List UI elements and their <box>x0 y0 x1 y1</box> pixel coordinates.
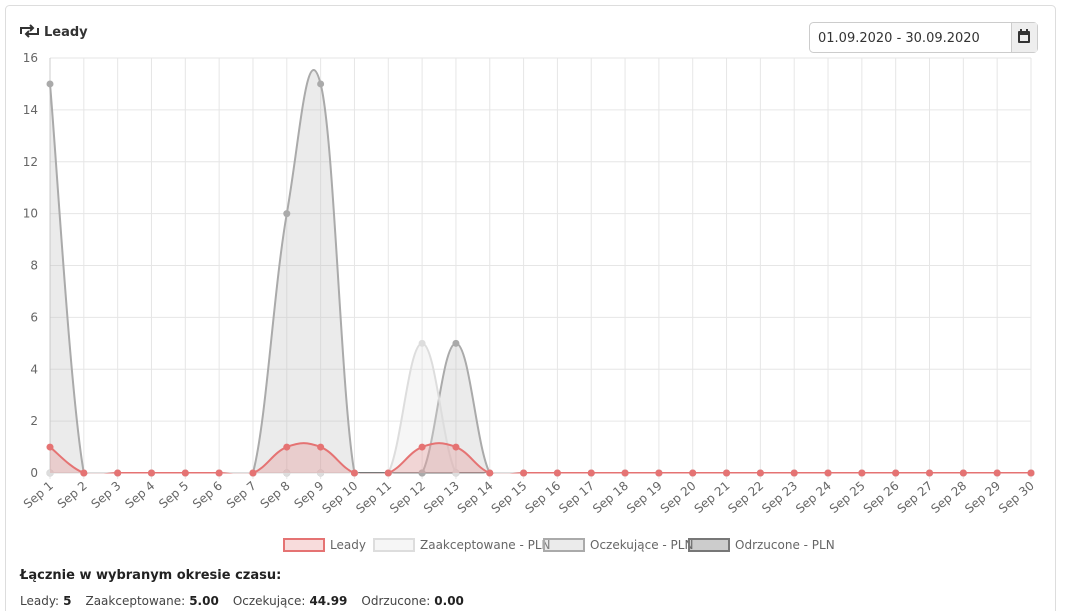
y-tick-label: 14 <box>23 103 38 117</box>
calendar-icon <box>1018 29 1030 43</box>
point <box>926 469 934 477</box>
point <box>283 443 291 451</box>
y-tick-label: 16 <box>23 51 38 65</box>
point <box>790 469 798 477</box>
point <box>80 469 88 477</box>
point <box>114 469 122 477</box>
point <box>46 443 54 451</box>
point <box>283 210 291 218</box>
point <box>46 80 54 88</box>
panel-title: Leady <box>44 25 88 40</box>
point <box>418 443 426 451</box>
point <box>46 469 54 477</box>
summary-label: Zaakceptowane: <box>85 594 185 608</box>
legend-swatch <box>543 538 585 552</box>
point <box>587 469 595 477</box>
point <box>418 339 426 347</box>
legend-label: Leady <box>330 538 366 552</box>
y-tick-label: 12 <box>23 155 38 169</box>
point <box>723 469 731 477</box>
panel-border <box>5 5 1056 611</box>
summary-label: Odrzucone: <box>361 594 430 608</box>
area <box>50 69 1031 474</box>
y-tick-label: 4 <box>30 362 38 376</box>
y-tick-label: 0 <box>30 466 38 480</box>
legend-label: Oczekujące - PLN <box>590 538 693 552</box>
point <box>350 469 358 477</box>
point <box>418 469 426 477</box>
summary-value: 0.00 <box>434 594 464 608</box>
point <box>215 469 223 477</box>
summary-label: Leady: <box>20 594 59 608</box>
summary-line: Leady: 5 Zaakceptowane: 5.00 Oczekujące: 44.9… <box>20 594 464 608</box>
point <box>486 469 494 477</box>
summary-label: Oczekujące: <box>233 594 306 608</box>
y-tick-label: 2 <box>30 414 38 428</box>
point <box>824 469 832 477</box>
summary-value: 44.99 <box>309 594 347 608</box>
point <box>452 339 460 347</box>
legend-swatch <box>283 538 325 552</box>
point <box>283 469 291 477</box>
point <box>892 469 900 477</box>
date-range-text: 01.09.2020 - 30.09.2020 <box>818 31 980 46</box>
y-tick-label: 10 <box>23 207 38 221</box>
point <box>520 469 528 477</box>
summary-title: Łącznie w wybranym okresie czasu: <box>19 568 281 583</box>
point <box>756 469 764 477</box>
point <box>959 469 967 477</box>
point <box>553 469 561 477</box>
point <box>858 469 866 477</box>
point <box>317 80 325 88</box>
legend-swatch <box>688 538 730 552</box>
title-icon <box>20 24 39 38</box>
legend-swatch <box>373 538 415 552</box>
point <box>384 469 392 477</box>
point <box>181 469 189 477</box>
point <box>689 469 697 477</box>
point <box>1027 469 1035 477</box>
point <box>993 469 1001 477</box>
date-range-input[interactable] <box>809 22 1038 53</box>
y-tick-label: 8 <box>30 259 38 273</box>
point <box>317 443 325 451</box>
point <box>249 469 257 477</box>
point <box>452 469 460 477</box>
point <box>621 469 629 477</box>
point <box>317 469 325 477</box>
point <box>452 443 460 451</box>
legend-label: Odrzucone - PLN <box>735 538 835 552</box>
summary-value: 5.00 <box>189 594 219 608</box>
y-tick-label: 6 <box>30 310 38 324</box>
point <box>655 469 663 477</box>
summary-value: 5 <box>63 594 71 608</box>
area <box>50 443 1031 474</box>
point <box>147 469 155 477</box>
legend-label: Zaakceptowane - PLN <box>420 538 551 552</box>
